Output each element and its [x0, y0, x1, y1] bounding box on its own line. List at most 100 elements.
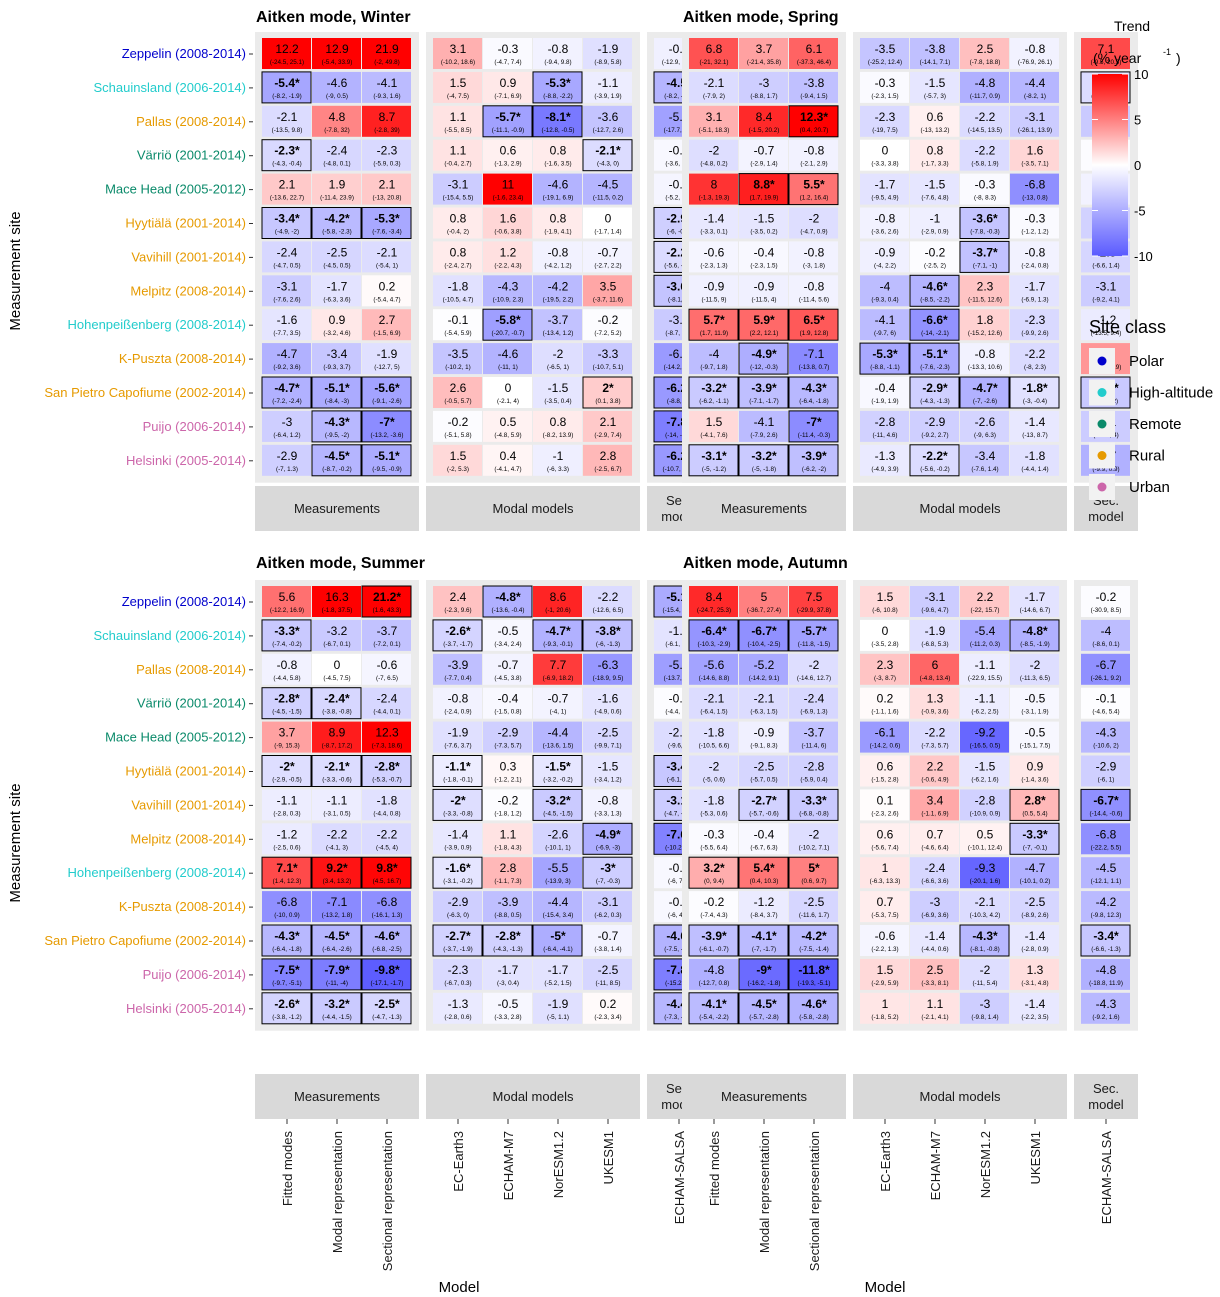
heatmap-cell — [789, 653, 838, 685]
cell-value: -2.3 — [1025, 313, 1046, 327]
cell-value: 21.2* — [373, 590, 401, 604]
heatmap-cell — [582, 619, 633, 652]
heatmap-cell — [361, 958, 412, 991]
heatmap-cell — [689, 789, 738, 821]
heatmap-cell — [433, 173, 482, 205]
heatmap-cell — [788, 958, 839, 991]
column-label: UKESM1 — [1028, 1131, 1043, 1184]
cell-value: -6.8 — [1025, 178, 1046, 192]
heatmap-cell — [483, 173, 532, 205]
colorbar-tick-label: 5 — [1134, 113, 1141, 128]
heatmap-cell — [262, 343, 311, 375]
heatmap-cell — [533, 823, 582, 855]
cell-interval: (-9.5, -2) — [325, 432, 349, 439]
cell-value: 0.8 — [550, 144, 567, 158]
cell-value: -2.9 — [498, 726, 519, 740]
heatmap-cell — [1010, 105, 1059, 137]
cell-interval: (-7.6, 2.6) — [273, 296, 300, 303]
cell-interval: (-11.5, 9) — [701, 296, 726, 303]
cell-interval: (-3, -0.4) — [1023, 398, 1047, 405]
heatmap-cell — [433, 38, 482, 69]
cell-value: -3.8* — [595, 624, 621, 638]
heatmap-cell — [738, 992, 789, 1025]
heatmap-cell — [483, 207, 532, 239]
cell-value: -1.7 — [875, 178, 896, 192]
cell-value: -11.8* — [798, 963, 830, 977]
cell-value: -5.1* — [922, 347, 948, 361]
cell-value: -3.3* — [1022, 827, 1048, 841]
site-label: Värriö (2001-2014) — [137, 696, 246, 711]
cell-value: -2 — [1030, 658, 1041, 672]
cell-interval: (-9, 6.3) — [974, 432, 996, 439]
heatmap-cell — [860, 789, 909, 821]
cell-value: -4.5 — [1096, 861, 1117, 875]
heatmap-cell — [910, 653, 959, 685]
cell-value: -2.6* — [445, 624, 471, 638]
heatmap-cell — [860, 207, 909, 239]
cell-interval: (-1.8, -0.1) — [443, 777, 472, 784]
heatmap-cell — [689, 207, 738, 239]
cell-value: -6.3 — [598, 658, 619, 672]
cell-value: -3.9* — [751, 381, 777, 395]
heatmap-cell — [689, 653, 738, 685]
heatmap-cell — [860, 925, 909, 956]
cell-interval: (-11.5, 0.2) — [593, 195, 623, 202]
cell-interval: (-3.4, 2.4) — [494, 641, 521, 648]
cell-interval: (2.2, 12.1) — [750, 330, 779, 337]
heatmap-cell — [533, 721, 582, 753]
cell-value: -5.3* — [545, 76, 571, 90]
cell-value: -2 — [809, 658, 820, 672]
cell-interval: (-21, 32.1) — [699, 59, 728, 66]
heatmap-cell — [433, 444, 482, 476]
heatmap-cell — [533, 586, 582, 617]
heatmap-cell — [262, 891, 311, 923]
heatmap-cell — [312, 173, 361, 205]
cell-value: -1.5 — [548, 381, 569, 395]
cell-interval: (-4.7, 7.4) — [494, 59, 521, 66]
cell-value: 0.9 — [500, 76, 517, 90]
cell-interval: (-6.1, 1.8) — [665, 641, 692, 648]
cell-value: 0.3 — [500, 760, 517, 774]
cell-interval: (-6.4, 1.2) — [273, 432, 300, 439]
cell-interval: (-9.6, 4.7) — [921, 607, 948, 614]
cell-value: -4.3* — [324, 415, 350, 429]
cell-value: -2.1 — [754, 692, 775, 706]
legend-label: Remote — [1129, 416, 1182, 433]
site-label: K-Puszta (2008-2014) — [119, 899, 246, 914]
cell-interval: (-4.1, 3) — [326, 844, 348, 851]
heatmap-cell — [262, 789, 311, 821]
cell-interval: (-1.9, 1.9) — [871, 398, 898, 405]
cell-value: -2.8 — [804, 760, 825, 774]
heatmap-cell — [583, 687, 632, 719]
cell-interval: (-3.3, 1.3) — [594, 810, 621, 817]
heatmap-cell — [1010, 653, 1059, 685]
heatmap-cell — [583, 444, 632, 476]
cell-value: 0.7 — [877, 895, 894, 909]
cell-value: -2.7* — [445, 929, 471, 943]
cell-interval: (-11, 8.5) — [595, 980, 620, 987]
cell-interval: (-22.2, 5.5) — [1091, 844, 1122, 851]
cell-interval: (-13, 20.8) — [372, 195, 401, 202]
column-label: Modal representation — [330, 1131, 345, 1253]
cell-interval: (-21.4, 35.8) — [747, 59, 781, 66]
heatmap-cell — [960, 275, 1009, 307]
cell-value: -4.7 — [1025, 861, 1046, 875]
heatmap-cell — [533, 275, 582, 307]
cell-interval: (-76.9, 26.1) — [1018, 59, 1052, 66]
cell-interval: (-5.1, 18.3) — [699, 127, 730, 134]
cell-interval: (-2.5, 2) — [924, 262, 946, 269]
heatmap-cell — [1081, 755, 1130, 787]
heatmap-cell — [433, 891, 482, 923]
cell-interval: (-10.9, 2.3) — [493, 296, 524, 303]
heatmap-cell — [789, 38, 838, 69]
cell-interval: (4.5, 16.7) — [373, 878, 402, 885]
cell-value: -2 — [709, 144, 720, 158]
cell-interval: (-2.4, 0.9) — [444, 709, 471, 716]
cell-interval: (-3.9, 0.9) — [444, 844, 471, 851]
heatmap-cell — [910, 721, 959, 753]
cell-value: -4.7* — [545, 624, 571, 638]
cell-value: -0.4 — [754, 827, 775, 841]
cell-value: -4.4 — [1025, 76, 1046, 90]
cell-interval: (-8.5, -1.9) — [1020, 641, 1049, 648]
heatmap-cell — [433, 139, 482, 171]
